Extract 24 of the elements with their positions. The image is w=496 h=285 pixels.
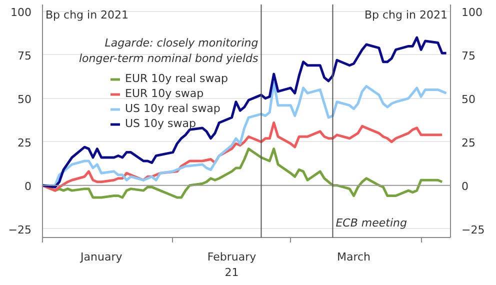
- y-tick-label: −25: [8, 223, 32, 236]
- y2-tick-label: 0: [462, 180, 468, 193]
- y2-tick-label: 100: [462, 6, 482, 19]
- y2-axis-title: Bp chg in 2021: [364, 8, 448, 22]
- y-tick-label: 75: [18, 49, 32, 62]
- legend-label: EUR 10y real swap: [125, 72, 228, 85]
- x-tick-label: March: [336, 250, 371, 264]
- y2-tick-label: 50: [462, 92, 476, 106]
- x-tick-label: January: [80, 250, 123, 264]
- y2-tick-label: 75: [462, 49, 476, 62]
- y2-tick-label: 25: [462, 136, 476, 150]
- y-tick-label: 25: [18, 136, 32, 150]
- y-tick-label: 50: [18, 92, 32, 106]
- y-axis-title: Bp chg in 2021: [46, 8, 129, 22]
- ref-line-label: ECB meeting: [336, 216, 407, 230]
- legend-label: US 10y real swap: [125, 102, 220, 115]
- y-tick-label: 0: [24, 180, 32, 193]
- ref-line-label: Lagarde: closely monitoring longer-term nominal bond yields: [79, 36, 258, 66]
- y-tick-label: 100: [10, 6, 32, 19]
- legend-label: EUR 10y swap: [125, 87, 204, 100]
- legend-label: US 10y swap: [125, 117, 196, 130]
- x-tick-label: February 21: [207, 250, 257, 280]
- line-series: [42, 36, 448, 188]
- y2-tick-label: −25: [462, 223, 485, 236]
